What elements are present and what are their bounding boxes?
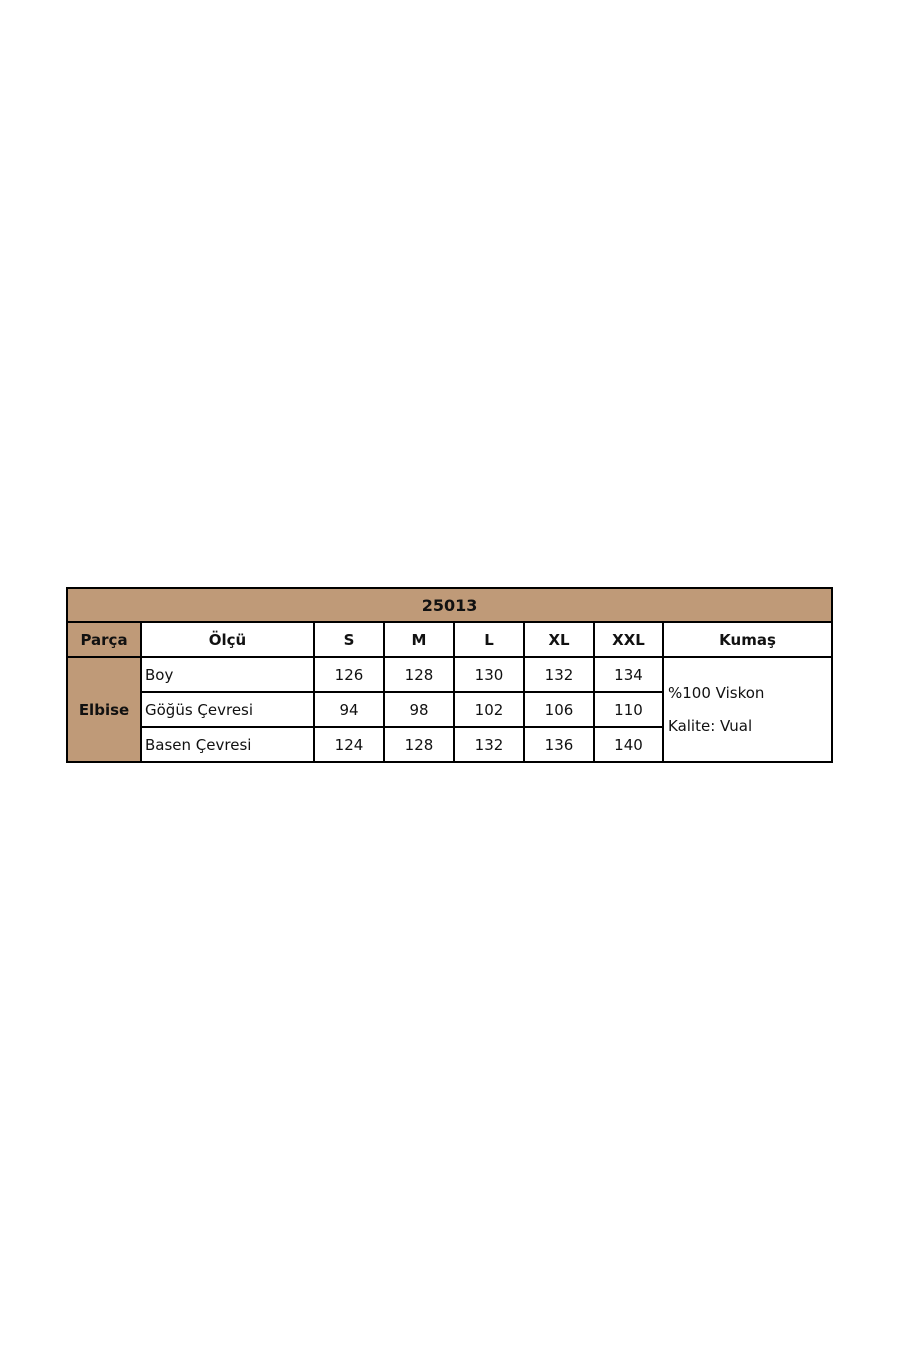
cell-value: 132 [523, 656, 595, 693]
header-measure: Ölçü [140, 621, 315, 658]
cell-value: 134 [593, 656, 664, 693]
header-size-xl: XL [523, 621, 595, 658]
fabric-info: %100 Viskon Kalite: Vual [661, 656, 834, 763]
cell-value: 102 [453, 691, 525, 728]
cell-value: 128 [383, 726, 455, 763]
cell-value: 124 [313, 726, 385, 763]
cell-value: 126 [313, 656, 385, 693]
header-size-s: S [313, 621, 385, 658]
cell-value: 98 [383, 691, 455, 728]
cell-value: 140 [593, 726, 664, 763]
fabric-composition: %100 Viskon [668, 683, 765, 702]
measure-label: Göğüs Çevresi [140, 691, 315, 728]
product-code: 25013 [65, 587, 834, 623]
header-part: Parça [66, 621, 142, 658]
cell-value: 94 [313, 691, 385, 728]
title-row: 25013 [65, 587, 834, 623]
fabric-quality: Kalite: Vual [668, 716, 753, 735]
cell-value: 106 [523, 691, 595, 728]
header-fabric: Kumaş [661, 621, 834, 658]
part-name: Elbise [66, 656, 142, 763]
header-row: Parça Ölçü S M L XL XXL Kumaş [66, 621, 834, 658]
measure-label: Basen Çevresi [140, 726, 315, 763]
cell-value: 130 [453, 656, 525, 693]
size-chart-table: 25013 Parça Ölçü S M L XL XXL Kumaş Elbi… [65, 587, 834, 763]
header-size-m: M [383, 621, 455, 658]
header-size-l: L [453, 621, 525, 658]
table-row: Göğüs Çevresi 94 98 102 106 110 [67, 691, 832, 728]
cell-value: 136 [523, 726, 595, 763]
table-row: Elbise Boy 126 128 130 132 134 %100 Visk… [66, 656, 834, 763]
table-row: Basen Çevresi 124 128 132 136 140 [67, 726, 832, 763]
header-size-xxl: XXL [593, 621, 664, 658]
cell-value: 132 [453, 726, 525, 763]
measure-label: Boy [140, 656, 315, 693]
cell-value: 128 [383, 656, 455, 693]
cell-value: 110 [593, 691, 664, 728]
